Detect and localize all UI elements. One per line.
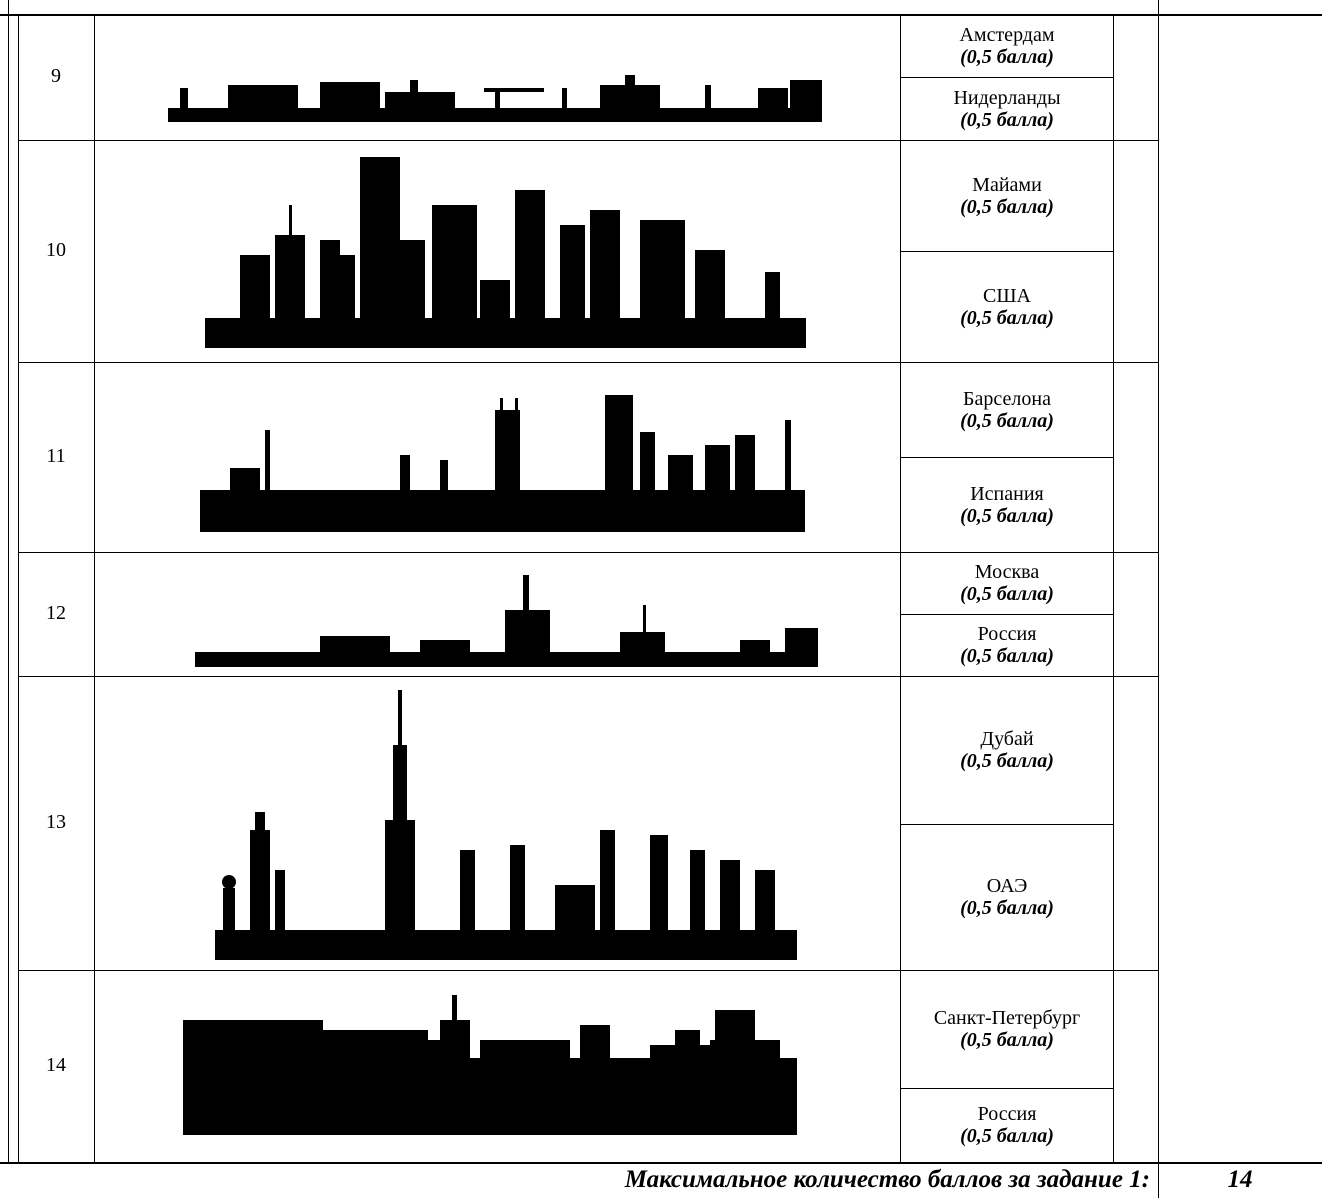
answer-cell: Амстердам (0,5 балла): [901, 14, 1113, 77]
answer-name: Россия: [977, 1103, 1037, 1125]
rule: [1113, 14, 1114, 1162]
answer-points: (0,5 балла): [960, 645, 1054, 667]
answer-points: (0,5 балла): [960, 583, 1054, 605]
rule: [0, 14, 1322, 16]
answer-cell: ОАЭ (0,5 балла): [901, 824, 1113, 970]
answer-name: ОАЭ: [986, 875, 1028, 897]
answer-points: (0,5 балла): [960, 750, 1054, 772]
answer-name: Россия: [977, 623, 1037, 645]
answer-name: Амстердам: [959, 23, 1055, 46]
answer-cell: Россия (0,5 балла): [901, 1088, 1113, 1162]
rule: [18, 676, 1158, 677]
answer-points: (0,5 балла): [960, 1125, 1054, 1147]
rule: [18, 362, 1158, 363]
row-number: 14: [46, 1054, 66, 1076]
answer-name: Санкт-Петербург: [933, 1007, 1081, 1029]
answer-cell: Барселона (0,5 балла): [901, 362, 1113, 457]
footer-total: 14: [1227, 1166, 1253, 1193]
rule: [94, 14, 95, 1162]
rule: [8, 0, 9, 1162]
rule: [900, 77, 1113, 78]
rule: [900, 251, 1113, 252]
rule: [900, 14, 901, 1162]
answer-points: (0,5 балла): [960, 1029, 1054, 1051]
row-number: 11: [46, 445, 66, 467]
answer-name: Нидерланды: [953, 86, 1061, 109]
rule: [18, 1162, 1158, 1163]
answer-name: Москва: [974, 561, 1040, 583]
answer-points: (0,5 балла): [960, 897, 1054, 919]
answer-points: (0,5 балла): [960, 409, 1054, 432]
row-number: 9: [51, 65, 61, 87]
answer-points: (0,5 балла): [960, 306, 1054, 329]
rule: [0, 1162, 1322, 1164]
answer-cell: Испания (0,5 балла): [901, 457, 1113, 552]
rule: [18, 970, 1158, 971]
answer-cell: Россия (0,5 балла): [901, 614, 1113, 676]
answer-name: Испания: [970, 482, 1044, 505]
row-number: 10: [46, 239, 66, 261]
answer-cell: США (0,5 балла): [901, 251, 1113, 362]
rule: [1158, 0, 1159, 1198]
answer-cell: Нидерланды (0,5 балла): [901, 77, 1113, 140]
rule: [900, 614, 1113, 615]
row-number: 13: [46, 811, 66, 833]
answer-name: США: [983, 284, 1031, 307]
row-number: 12: [46, 602, 66, 624]
rule: [18, 552, 1158, 553]
answer-name: Барселона: [963, 387, 1051, 410]
answer-name: Майами: [972, 173, 1042, 196]
rule: [900, 824, 1113, 825]
answer-points: (0,5 балла): [960, 45, 1054, 68]
answer-points: (0,5 балла): [960, 195, 1054, 218]
rule: [18, 140, 1158, 141]
rule: [900, 457, 1113, 458]
answer-cell: Санкт-Петербург (0,5 балла): [901, 970, 1113, 1088]
answer-points: (0,5 балла): [960, 504, 1054, 527]
answer-points: (0,5 балла): [960, 108, 1054, 131]
answer-name: Дубай: [980, 728, 1034, 750]
answer-cell: Дубай (0,5 балла): [901, 676, 1113, 824]
answer-cell: Майами (0,5 балла): [901, 140, 1113, 251]
footer-label: Максимальное количество баллов за задани…: [624, 1166, 1150, 1193]
rule: [18, 14, 19, 1162]
rule: [900, 1088, 1113, 1089]
answer-cell: Москва (0,5 балла): [901, 552, 1113, 614]
